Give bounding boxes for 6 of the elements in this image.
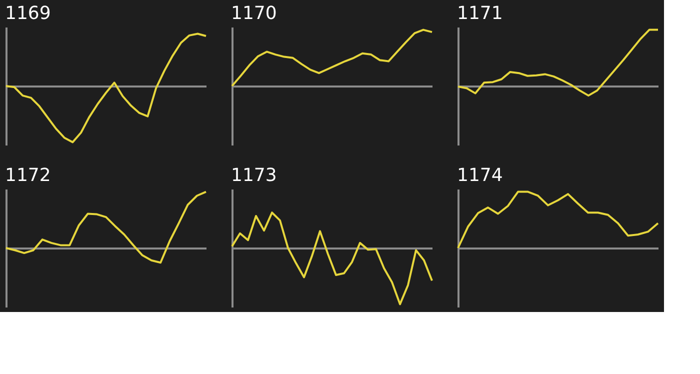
chart-title: 1171 — [457, 3, 503, 24]
chart-title: 1174 — [457, 165, 503, 186]
chart-title: 1172 — [5, 165, 51, 186]
chart-title: 1169 — [5, 3, 51, 24]
chart-title: 1173 — [231, 165, 277, 186]
chart-title: 1170 — [231, 3, 277, 24]
